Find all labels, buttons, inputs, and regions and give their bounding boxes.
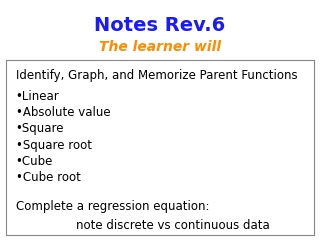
Text: Identify, Graph, and Memorize Parent Functions: Identify, Graph, and Memorize Parent Fun… [16, 69, 297, 82]
Text: Complete a regression equation:: Complete a regression equation: [16, 200, 209, 213]
Text: •Square: •Square [16, 122, 64, 135]
Text: •Absolute value: •Absolute value [16, 106, 110, 119]
Text: •Cube: •Cube [16, 155, 53, 168]
Text: •Square root: •Square root [16, 139, 92, 152]
Text: •Cube root: •Cube root [16, 171, 81, 184]
Text: •Linear: •Linear [16, 90, 60, 103]
Text: The learner will: The learner will [99, 40, 221, 54]
Text: Notes Rev.6: Notes Rev.6 [94, 16, 226, 35]
Text: note discrete vs continuous data: note discrete vs continuous data [16, 219, 269, 232]
